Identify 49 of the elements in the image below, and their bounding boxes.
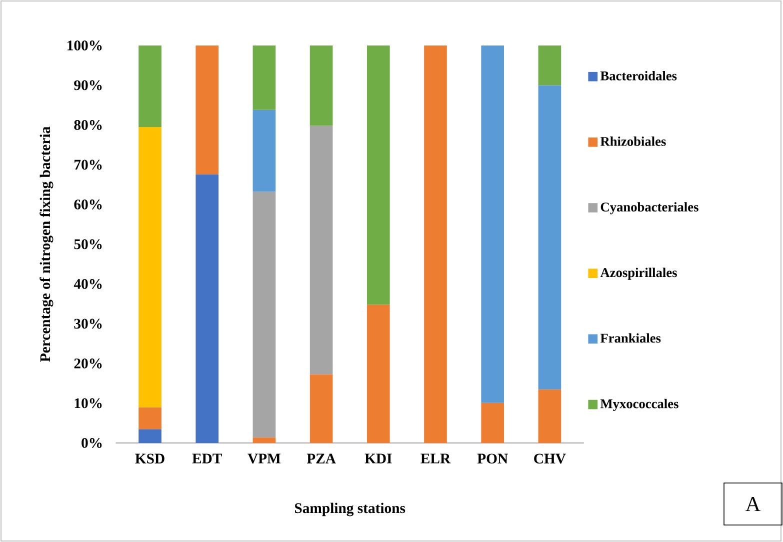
bar bbox=[538, 85, 562, 390]
bar bbox=[310, 126, 333, 374]
legend-label: Bacteroidales bbox=[600, 70, 677, 80]
legend-label: Rhizobiales bbox=[600, 136, 666, 146]
y-tick-label: 50% bbox=[74, 239, 102, 250]
bar bbox=[538, 389, 562, 443]
x-axis-title: Sampling stations bbox=[294, 502, 406, 516]
y-tick-label: 100% bbox=[68, 40, 102, 50]
bar bbox=[138, 45, 162, 127]
y-tick-label: 90% bbox=[74, 80, 102, 90]
legend-label: Cyanobacteriales bbox=[600, 202, 698, 214]
x-tick-label: PZA bbox=[306, 454, 336, 464]
x-tick-label: VPM bbox=[248, 454, 280, 464]
bar bbox=[252, 192, 276, 438]
bar bbox=[366, 304, 390, 443]
bar bbox=[481, 402, 504, 443]
legend-label: Frankiales bbox=[600, 333, 661, 343]
y-tick-label: 10% bbox=[74, 398, 102, 408]
bar bbox=[252, 45, 276, 110]
x-tick-label: CHV bbox=[534, 454, 566, 464]
bar bbox=[481, 45, 504, 403]
bar bbox=[366, 45, 390, 305]
x-tick-label: EDT bbox=[192, 454, 222, 464]
text: A bbox=[746, 496, 761, 512]
legend-label: Myxococcales bbox=[600, 398, 678, 412]
bar bbox=[538, 45, 562, 86]
x-tick-label: PON bbox=[477, 454, 508, 464]
bar bbox=[424, 45, 447, 443]
bar bbox=[138, 429, 162, 443]
y-axis-title: Percentage of nitrogen fixing bacteria bbox=[40, 126, 54, 362]
legend-label: Azospirillales bbox=[600, 268, 677, 280]
bar bbox=[310, 45, 333, 126]
y-tick-label: 70% bbox=[74, 160, 102, 170]
x-tick-label: ELR bbox=[420, 454, 451, 464]
y-tick-label: 0% bbox=[82, 438, 102, 448]
x-tick-label: KSD bbox=[135, 454, 164, 464]
bar bbox=[138, 407, 162, 430]
y-tick-label: 80% bbox=[74, 120, 102, 130]
y-tick-label: 30% bbox=[74, 318, 102, 329]
x-tick-label: KDI bbox=[364, 454, 392, 464]
bar bbox=[252, 110, 276, 192]
y-tick-label: 20% bbox=[74, 358, 102, 368]
y-tick-label: 60% bbox=[74, 200, 102, 210]
bar bbox=[252, 437, 276, 443]
bar bbox=[138, 126, 162, 408]
y-tick-label: 40% bbox=[74, 279, 102, 289]
bar bbox=[196, 45, 219, 174]
bar bbox=[196, 174, 219, 443]
bar bbox=[310, 374, 333, 443]
